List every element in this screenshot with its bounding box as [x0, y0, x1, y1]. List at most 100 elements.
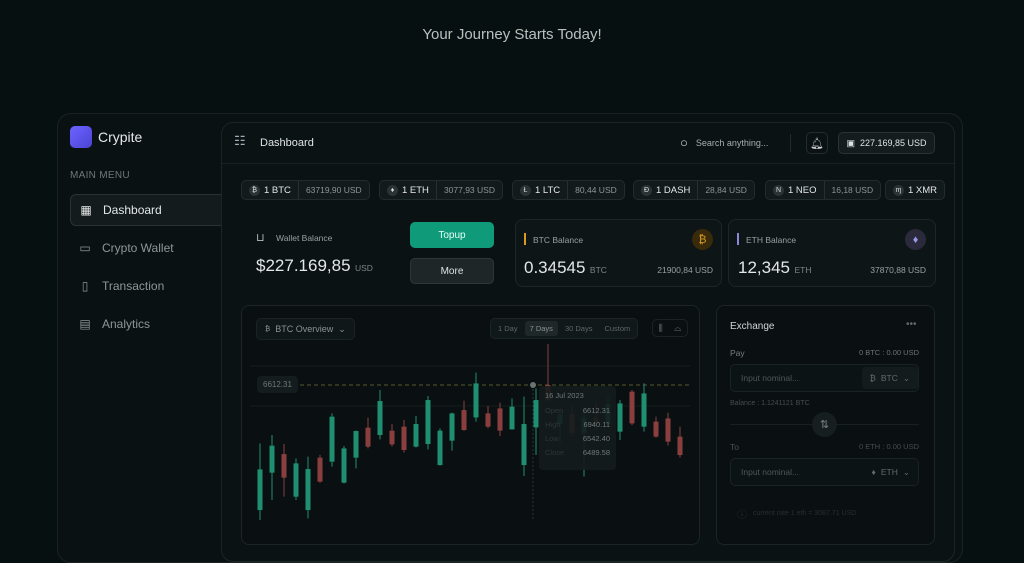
candle-body [509, 406, 515, 430]
menu-toggle-icon[interactable]: ☷ [234, 133, 246, 148]
eth-unit: ETH [794, 265, 812, 275]
topup-button[interactable]: Topup [410, 222, 494, 248]
ticker-symbol-text: 1 XMR [908, 184, 938, 196]
more-options-icon[interactable]: ••• [906, 319, 917, 330]
sidebar-item-analytics[interactable]: ▤ Analytics [70, 308, 248, 340]
ticker-price: 28,84 USD [705, 185, 747, 195]
candle-body [293, 463, 299, 497]
overview-selector[interactable]: ₿ BTC Overview ⌄ [256, 318, 355, 340]
candlestick-icon[interactable]: ⫼ [658, 322, 663, 333]
tooltip-key: Open [545, 406, 564, 415]
ticker-symbol-text: 1 DASH [656, 184, 691, 196]
btc-overview-card [241, 305, 700, 545]
ticker-symbol-text: 1 NEO [788, 184, 817, 196]
eth-balance-card [728, 219, 936, 287]
wallet-balance: $227.169,85 USD [256, 256, 373, 276]
to-placeholder: Input nominal... [741, 467, 800, 477]
candle-body [329, 416, 335, 462]
wallet-total: 227.169,85 USD [859, 138, 927, 148]
balance-text: Balance : 1.1241121 BTC [730, 400, 810, 407]
wallet-amount: $227.169,85 [256, 256, 351, 275]
sidebar-item-dashboard[interactable]: ▦ Dashboard [70, 194, 248, 226]
pay-label: Pay [730, 348, 745, 358]
candle-body [389, 430, 395, 445]
tooltip-key: High [545, 420, 561, 429]
info-icon: ⓘ [737, 510, 747, 521]
search-input[interactable]: ○ Search anything... [680, 135, 768, 150]
swap-button[interactable]: ⇅ [812, 412, 837, 437]
btc-usd-value: 21900,84 USD [657, 265, 713, 275]
wallet-balance-label: Wallet Balance [276, 233, 333, 243]
ticker-xmr[interactable]: ɱ 1 XMR [885, 180, 946, 200]
page-title: Dashboard [260, 137, 314, 149]
tooltip-value: 6489.58 [582, 448, 610, 457]
timeframe-1-day[interactable]: 1 Day [498, 324, 518, 333]
ethereum-icon: ♦ [871, 467, 876, 477]
ticker-btc[interactable]: ₿ 1 BTC 63719,90 USD [241, 180, 370, 200]
ticker-symbol: Ł 1 LTC [513, 181, 569, 199]
divider [790, 134, 791, 152]
tooltip-value: 6542.40 [582, 434, 610, 443]
menu-heading: MAIN MENU [70, 170, 130, 181]
sidebar-item-transaction[interactable]: ▯ Transaction [70, 270, 248, 302]
coin-icon: ♦ [387, 184, 398, 196]
candle-body [653, 421, 659, 437]
candle-body [617, 403, 623, 432]
candle-body [473, 383, 479, 418]
candle-body [437, 430, 443, 466]
candle-body [449, 413, 455, 441]
more-button[interactable]: More [410, 258, 494, 284]
timeframe-30-days[interactable]: 30 Days [564, 324, 593, 333]
tooltip-row-low: Low 6542.40 [545, 434, 610, 443]
sidebar-item-crypto-wallet[interactable]: ▭ Crypto Wallet [70, 232, 248, 264]
to-coin-select[interactable]: ♦ ETH ⌄ [864, 461, 918, 483]
btc-unit: BTC [589, 265, 607, 275]
candle-body [629, 391, 635, 424]
logo-icon [70, 126, 92, 148]
candle-body [665, 418, 671, 442]
wallet-icon: ▭ [79, 241, 91, 255]
area-chart-icon[interactable]: ⌓ [674, 322, 682, 333]
chevron-down-icon: ⌄ [902, 372, 910, 383]
nav-label: Transaction [102, 279, 165, 293]
divider [222, 163, 954, 164]
tooltip-key: Low [545, 434, 559, 443]
pay-value: 0 BTC : 0.00 USD [858, 348, 919, 357]
chart-icon: ▤ [79, 317, 91, 331]
to-label: To [730, 442, 739, 452]
nav-label: Crypto Wallet [102, 241, 174, 255]
coin-icon: Ł [520, 184, 531, 196]
grid-icon: ▦ [80, 203, 92, 217]
ticker-dash[interactable]: Đ 1 DASH 28,84 USD [633, 180, 755, 200]
pay-coin-select[interactable]: ₿ BTC ⌄ [861, 367, 918, 389]
chevron-down-icon: ⌄ [902, 466, 910, 477]
ticker-neo[interactable]: N 1 NEO 16,18 USD [765, 180, 882, 200]
to-coin: ETH [880, 467, 898, 477]
search-placeholder: Search anything... [695, 137, 769, 148]
candle-body [341, 448, 347, 483]
bitcoin-icon: ₿ [869, 373, 876, 383]
candle-body [533, 400, 539, 428]
ticker-symbol: ₿ 1 BTC [242, 181, 299, 199]
candle-tooltip: 16 Jul 2023 Open 6612.31 High 6940.11 Low 654… [539, 386, 616, 470]
nav-label: Analytics [102, 317, 151, 331]
timeframe-7-days[interactable]: 7 Days [524, 321, 558, 336]
notification-button[interactable]: 🔔︎ [806, 132, 828, 154]
pay-input[interactable]: Input nominal... ₿ BTC ⌄ [730, 364, 919, 392]
rate-text: current rate 1 eth = 3087.71 USD [753, 510, 857, 517]
candle-body [521, 424, 527, 466]
candle-body [641, 393, 647, 427]
candle-body [413, 424, 419, 447]
timeframe-custom[interactable]: Custom [604, 324, 631, 333]
tooltip-value: 6940.11 [583, 420, 610, 429]
price-marker: 6612.31 [257, 376, 298, 393]
bitcoin-icon: ₿ [265, 325, 271, 333]
coin-icon: ₿ [249, 184, 260, 196]
ticker-symbol: ɱ 1 XMR [886, 181, 944, 199]
wallet-total-button[interactable]: ▣ 227.169,85 USD [838, 132, 935, 154]
btc-amount: 0.34545 [524, 258, 586, 277]
chart-type-toggle[interactable]: ⫼ ⌓ [652, 319, 688, 337]
ticker-eth[interactable]: ♦ 1 ETH 3077,93 USD [379, 180, 503, 200]
ticker-ltc[interactable]: Ł 1 LTC 80,44 USD [512, 180, 625, 200]
to-input[interactable]: Input nominal... ♦ ETH ⌄ [730, 458, 919, 486]
